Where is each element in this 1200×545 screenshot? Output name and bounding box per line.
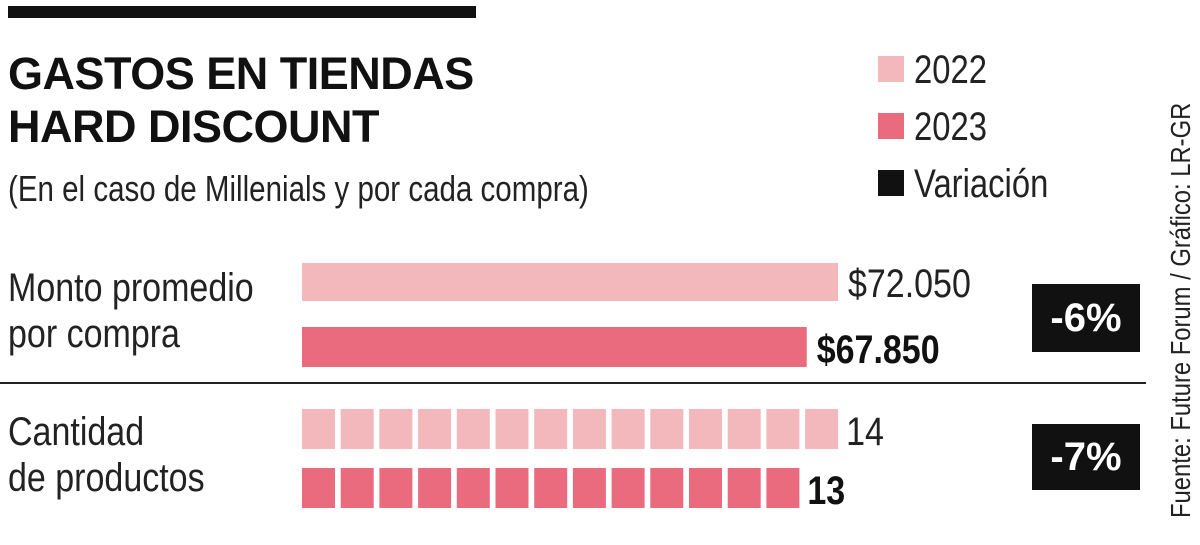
unit-block-cantidad-2022-9 <box>611 409 645 449</box>
unit-block-cantidad-2023-12 <box>727 468 761 508</box>
unit-block-cantidad-2022-8 <box>572 409 606 449</box>
chart-title-line-1: GASTOS EN TIENDAS <box>8 48 474 99</box>
value-label-cantidad-2022: 14 <box>846 408 884 453</box>
unit-block-cantidad-2023-10 <box>650 468 684 508</box>
bar-monto-2023 <box>302 327 807 367</box>
legend-swatch-2022 <box>878 56 904 82</box>
unit-block-cantidad-2022-11 <box>689 409 722 449</box>
row-label-cantidad-line-2: de productos <box>8 456 205 500</box>
row-label-monto-line-2: por compra <box>8 312 180 356</box>
value-label-monto-2022: $72.050 <box>848 260 971 305</box>
legend-label-variacion: Variación <box>914 162 1049 206</box>
unit-block-cantidad-2023-1 <box>302 468 335 508</box>
unit-block-cantidad-2023-2 <box>340 468 374 508</box>
unit-block-cantidad-2023-13 <box>766 468 800 508</box>
legend-label-2023: 2023 <box>914 105 987 149</box>
unit-block-cantidad-2022-4 <box>418 409 452 449</box>
unit-block-cantidad-2022-14 <box>805 409 839 449</box>
source-credit: Fuente: Future Forum / Gráfico: LR-GR <box>1165 102 1196 518</box>
bar-monto-2022 <box>302 263 838 301</box>
chart-subtitle: (En el caso de Millenials y por cada com… <box>8 168 589 209</box>
unit-block-cantidad-2023-3 <box>379 468 413 508</box>
legend-label-2022: 2022 <box>914 48 987 92</box>
unit-block-cantidad-2023-7 <box>534 468 568 508</box>
unit-block-cantidad-2022-5 <box>456 409 490 449</box>
unit-block-cantidad-2023-8 <box>572 468 606 508</box>
row-label-cantidad-line-1: Cantidad <box>8 410 145 454</box>
top-rule <box>8 6 476 18</box>
unit-block-cantidad-2023-5 <box>456 468 490 508</box>
chart-title-line-2: HARD DISCOUNT <box>8 101 380 152</box>
unit-block-cantidad-2023-9 <box>611 468 645 508</box>
value-label-monto-2023: $67.850 <box>817 326 940 371</box>
section-divider <box>0 382 1146 384</box>
legend-swatch-variacion <box>878 170 904 196</box>
unit-block-cantidad-2022-1 <box>302 409 335 449</box>
unit-block-cantidad-2022-3 <box>379 409 413 449</box>
value-label-cantidad-2023: 13 <box>807 467 845 512</box>
row-label-monto-line-1: Monto promedio <box>8 266 254 310</box>
variation-badge-cantidad: -7% <box>1032 424 1140 490</box>
unit-block-cantidad-2023-4 <box>418 468 452 508</box>
unit-block-cantidad-2022-10 <box>650 409 684 449</box>
unit-block-cantidad-2022-2 <box>340 409 374 449</box>
unit-block-cantidad-2023-6 <box>495 468 529 508</box>
variation-badge-monto: -6% <box>1032 284 1140 352</box>
unit-block-cantidad-2022-13 <box>766 409 800 449</box>
unit-block-cantidad-2022-6 <box>495 409 529 449</box>
unit-block-cantidad-2023-11 <box>689 468 722 508</box>
unit-block-cantidad-2022-12 <box>727 409 761 449</box>
legend-swatch-2023 <box>878 113 904 139</box>
unit-block-cantidad-2022-7 <box>534 409 568 449</box>
